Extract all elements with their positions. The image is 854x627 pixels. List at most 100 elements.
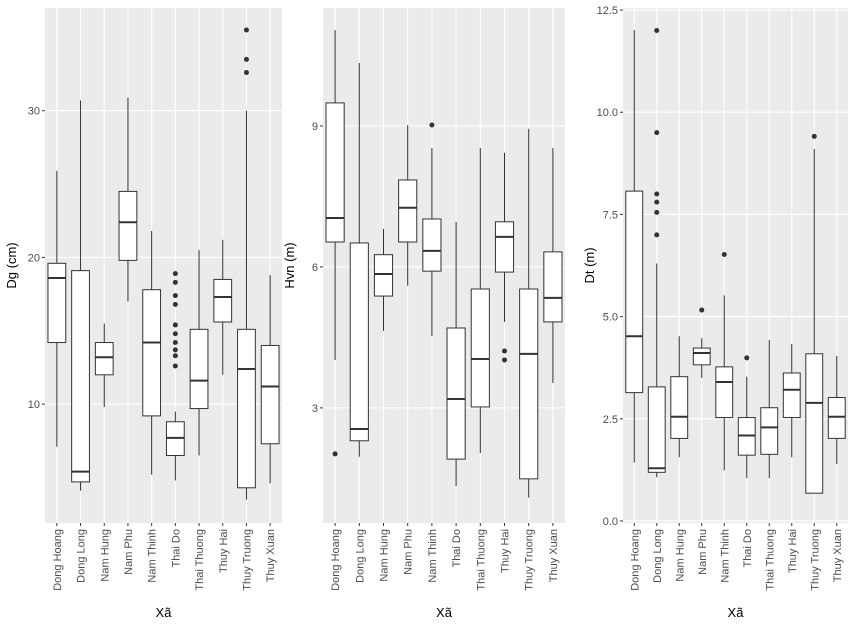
x-tick-label: Nam Hung bbox=[674, 529, 686, 582]
x-tick-label: Dong Hoang bbox=[52, 529, 64, 591]
y-tick-label: 5.0 bbox=[603, 312, 618, 324]
box bbox=[189, 328, 209, 410]
outlier bbox=[744, 355, 750, 361]
outlier bbox=[502, 357, 507, 363]
outlier bbox=[811, 133, 817, 139]
y-axis-title: Dt (m) bbox=[582, 247, 597, 283]
y-tick-label: 10.0 bbox=[597, 107, 618, 119]
x-tick-label: Thuy Xuan bbox=[265, 529, 277, 582]
y-axis-title: Dg (cm) bbox=[4, 242, 19, 288]
x-axis-title: Xã bbox=[436, 605, 453, 620]
outlier bbox=[172, 340, 178, 346]
box bbox=[373, 254, 394, 297]
box bbox=[470, 288, 490, 408]
outlier bbox=[243, 56, 249, 62]
y-tick-label: 7.5 bbox=[603, 209, 618, 221]
x-tick-label: Nam Thinh bbox=[719, 529, 731, 583]
x-tick-label: Thuy Truong bbox=[809, 529, 821, 591]
box bbox=[118, 190, 138, 261]
outlier bbox=[243, 27, 249, 33]
box bbox=[782, 372, 801, 419]
x-tick-label: Nam Phu bbox=[123, 529, 135, 575]
x-tick-label: Nam Thinh bbox=[427, 529, 439, 583]
y-tick-label: 9 bbox=[312, 121, 318, 133]
box bbox=[325, 102, 345, 243]
box bbox=[94, 342, 114, 376]
outlier bbox=[654, 209, 660, 215]
box bbox=[213, 278, 233, 323]
box bbox=[647, 386, 666, 473]
x-tick-label: Thuy Truong bbox=[241, 529, 253, 591]
box bbox=[543, 251, 563, 323]
box bbox=[422, 218, 442, 272]
outlier bbox=[654, 191, 660, 197]
y-tick-label: 2.5 bbox=[603, 414, 618, 426]
outlier bbox=[172, 279, 178, 285]
box bbox=[760, 407, 779, 455]
x-tick-label: Thuy Hai bbox=[787, 529, 799, 573]
x-tick-label: Thai Thuong bbox=[475, 529, 487, 591]
x-tick-label: Thuy Truong bbox=[524, 529, 536, 591]
x-axis-title: Xã bbox=[156, 605, 173, 620]
outlier bbox=[172, 353, 178, 359]
box bbox=[670, 376, 689, 439]
y-tick-label: 3 bbox=[312, 403, 318, 415]
x-tick-label: Thuy Hai bbox=[218, 529, 230, 573]
outlier bbox=[332, 451, 338, 457]
x-axis-title: Xã bbox=[728, 605, 745, 620]
x-tick-label: Dong Hoang bbox=[330, 529, 342, 591]
x-tick-label: Nam Hung bbox=[99, 529, 111, 582]
box bbox=[47, 262, 67, 344]
outlier bbox=[699, 307, 705, 313]
x-tick-label: Dong Hoang bbox=[629, 529, 641, 591]
outlier bbox=[654, 130, 660, 136]
x-tick-label: Thuy Hai bbox=[500, 529, 512, 573]
box bbox=[71, 270, 90, 483]
outlier bbox=[172, 331, 178, 337]
x-tick-label: Nam Thinh bbox=[147, 529, 159, 583]
box bbox=[827, 397, 846, 439]
outlier bbox=[172, 271, 178, 277]
outlier bbox=[172, 293, 178, 299]
y-tick-label: 6 bbox=[312, 262, 318, 274]
y-axis-title: Hvn (m) bbox=[282, 242, 297, 288]
box bbox=[692, 347, 711, 366]
box bbox=[805, 353, 824, 494]
x-tick-label: Nam Hung bbox=[379, 529, 391, 582]
outlier bbox=[654, 199, 660, 205]
box bbox=[349, 242, 369, 442]
outlier bbox=[721, 251, 727, 257]
y-tick-label: 30 bbox=[28, 106, 40, 118]
outlier bbox=[429, 122, 435, 128]
x-tick-label: Thai Do bbox=[451, 529, 463, 568]
x-tick-label: Thuy Xuan bbox=[832, 529, 844, 582]
box bbox=[398, 179, 418, 243]
x-tick-label: Thai Thuong bbox=[194, 529, 206, 591]
box bbox=[625, 190, 644, 394]
x-tick-label: Dong Long bbox=[354, 529, 366, 583]
x-tick-label: Nam Phu bbox=[403, 529, 415, 575]
outlier bbox=[654, 27, 660, 33]
outlier bbox=[502, 348, 507, 354]
box bbox=[237, 328, 256, 489]
y-tick-label: 12.5 bbox=[597, 5, 618, 17]
y-tick-label: 0.0 bbox=[603, 516, 618, 528]
outlier bbox=[243, 70, 249, 76]
outlier bbox=[172, 301, 178, 307]
box bbox=[519, 288, 539, 480]
box bbox=[260, 344, 280, 445]
outlier bbox=[172, 347, 178, 353]
x-tick-label: Thuy Xuan bbox=[548, 529, 560, 582]
x-tick-label: Dong Long bbox=[652, 529, 664, 583]
box bbox=[715, 366, 734, 419]
box bbox=[494, 221, 515, 273]
x-tick-label: Dong Long bbox=[76, 529, 88, 583]
box bbox=[446, 327, 466, 460]
x-tick-label: Thai Thuong bbox=[764, 529, 776, 591]
x-tick-label: Thai Do bbox=[170, 529, 182, 568]
outlier bbox=[172, 322, 178, 328]
x-tick-label: Thai Do bbox=[742, 529, 754, 568]
outlier bbox=[654, 232, 660, 238]
outlier bbox=[172, 363, 178, 369]
